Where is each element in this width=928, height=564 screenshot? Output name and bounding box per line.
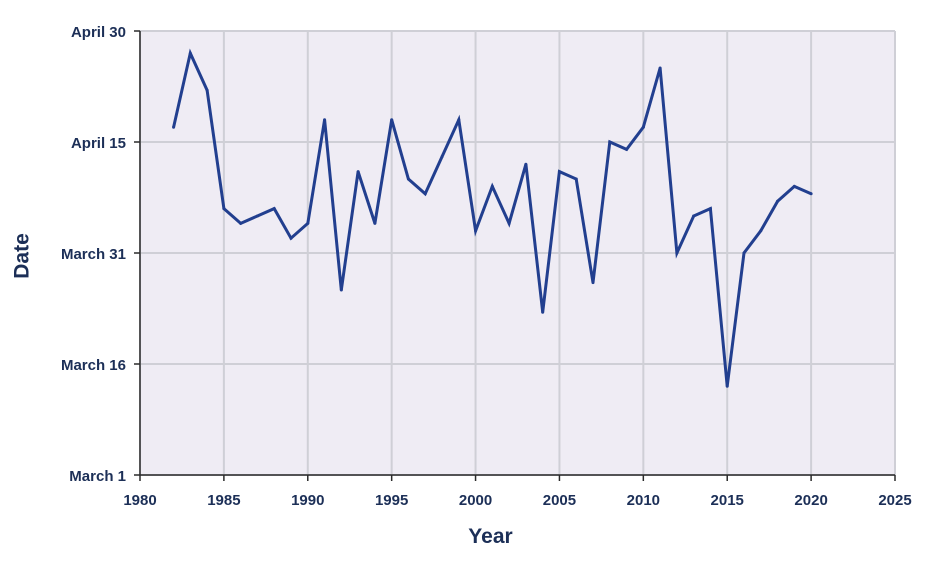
y-axis-tick-labels: March 1 March 16 March 31 April 15 April 30	[61, 24, 126, 485]
x-tick-label: 2005	[543, 492, 576, 509]
data-point	[692, 214, 696, 218]
data-point	[440, 155, 444, 159]
data-point	[306, 221, 310, 225]
data-point	[339, 288, 343, 292]
y-tick-label: March 31	[61, 246, 126, 263]
x-tick-label: 2010	[627, 492, 660, 509]
data-point	[474, 229, 478, 233]
axes	[134, 30, 896, 481]
data-point	[625, 147, 629, 151]
data-point	[792, 184, 796, 188]
data-point	[759, 229, 763, 233]
x-axis-title: Year	[468, 525, 512, 548]
data-point	[557, 170, 561, 174]
y-tick-label: March 1	[69, 468, 126, 485]
data-point	[222, 207, 226, 211]
data-point	[205, 88, 209, 92]
data-point	[323, 118, 327, 122]
data-point	[188, 51, 192, 55]
x-tick-label: 1995	[375, 492, 408, 509]
data-point	[255, 214, 259, 218]
y-tick-label: April 15	[71, 135, 126, 152]
data-point	[708, 207, 712, 211]
data-point	[776, 199, 780, 203]
x-tick-label: 2020	[794, 492, 827, 509]
data-point	[457, 118, 461, 122]
x-tick-label: 2015	[711, 492, 744, 509]
data-point	[172, 125, 176, 129]
y-tick-label: March 16	[61, 357, 126, 374]
data-point	[390, 118, 394, 122]
data-point	[641, 125, 645, 129]
data-point	[742, 251, 746, 255]
data-point	[658, 66, 662, 70]
x-tick-label: 1990	[291, 492, 324, 509]
data-point	[524, 162, 528, 166]
data-point	[406, 177, 410, 181]
data-point	[373, 221, 377, 225]
x-axis-tick-labels: 1980 1985 1990 1995 2000 2005 2010 2015 2020 2025	[123, 492, 911, 509]
data-point	[272, 207, 276, 211]
data-point	[608, 140, 612, 144]
x-tick-label: 1985	[207, 492, 240, 509]
data-point	[289, 236, 293, 240]
data-series	[172, 48, 813, 388]
y-axis-title: Date	[11, 233, 34, 279]
data-point	[675, 251, 679, 255]
data-point	[809, 192, 813, 196]
data-point	[356, 170, 360, 174]
data-point	[507, 221, 511, 225]
data-point	[490, 184, 494, 188]
x-tick-label: 2000	[459, 492, 492, 509]
data-point	[591, 281, 595, 285]
data-point	[239, 221, 243, 225]
y-tick-label: April 30	[71, 24, 126, 41]
x-tick-label: 1980	[123, 492, 156, 509]
data-point	[725, 384, 729, 388]
data-point	[541, 310, 545, 314]
data-point	[574, 177, 578, 181]
data-point	[423, 192, 427, 196]
x-tick-label: 2025	[878, 492, 911, 509]
